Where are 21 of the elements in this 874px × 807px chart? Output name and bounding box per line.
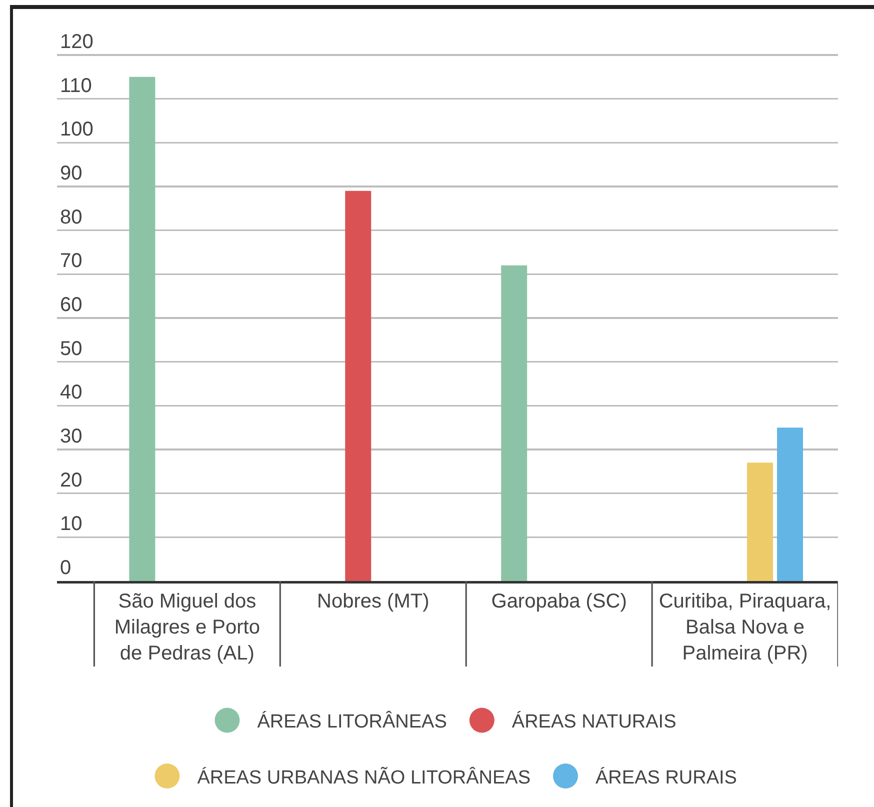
legend-label: ÁREAS NATURAIS (512, 710, 676, 733)
y-tick-label: 110 (60, 74, 92, 97)
y-tick-label: 60 (60, 294, 82, 316)
legend-label: ÁREAS RURAIS (596, 766, 737, 788)
x-tick-label: Garopaba (SC) (491, 590, 627, 612)
y-tick-label: 120 (60, 31, 94, 53)
y-tick-label: 40 (60, 382, 82, 404)
y-tick-label: 10 (60, 513, 82, 536)
y-tick-label: 70 (60, 250, 82, 272)
y-tick-label: 90 (60, 162, 82, 184)
y-tick-label: 30 (60, 426, 82, 448)
y-tick-label: 50 (60, 338, 82, 360)
y-tick-label: 0 (60, 557, 72, 579)
x-tick-label: São Miguel dos Milagres e Porto de Pedras (AL) (114, 590, 260, 664)
y-tick-label: 100 (60, 118, 94, 141)
x-tick-label: Nobres (MT) (317, 590, 430, 612)
y-tick-label: 80 (60, 206, 82, 228)
x-tick-label: Curitiba, Piraquara, Balsa Nova e Palmeira (PR) (658, 590, 832, 664)
legend-label: ÁREAS LITORÂNEAS (257, 710, 447, 733)
y-tick-label: 20 (60, 469, 82, 492)
legend-label: ÁREAS URBANAS NÃO LITORÂNEAS (197, 766, 531, 788)
